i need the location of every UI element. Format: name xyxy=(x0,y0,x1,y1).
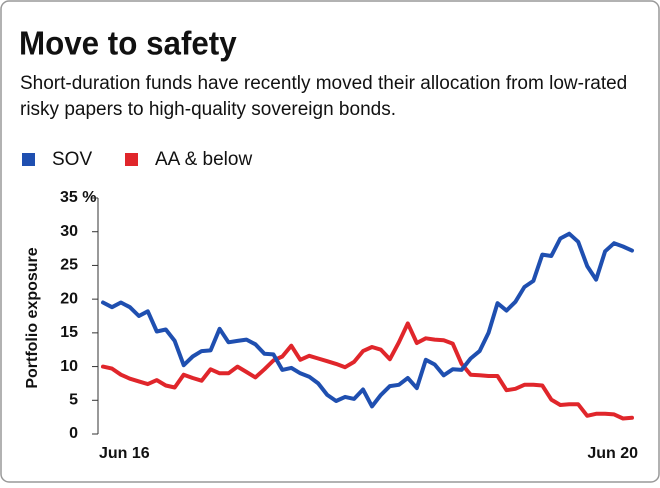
y-tick-label: 30 xyxy=(60,223,78,240)
y-tick-label: 35 % xyxy=(60,189,96,206)
chart-title: Move to safety xyxy=(19,25,237,62)
y-tick-label: 15 xyxy=(60,324,78,341)
subtitle: risky papers to high-quality sovereign b… xyxy=(20,99,396,120)
legend-swatch xyxy=(125,153,138,166)
legend-swatch xyxy=(22,153,35,166)
y-tick-label: 25 xyxy=(60,257,78,274)
x-tick-label: Jun 16 xyxy=(99,445,150,462)
legend-label: AA & below xyxy=(155,149,252,170)
subtitle: Short-duration funds have recently moved… xyxy=(20,73,627,94)
y-tick-label: 20 xyxy=(60,290,78,307)
legend-label: SOV xyxy=(52,149,92,170)
y-tick-label: 10 xyxy=(60,358,78,375)
y-axis-label: Portfolio exposure xyxy=(24,247,41,388)
y-tick-label: 0 xyxy=(69,425,78,442)
series-line xyxy=(101,321,634,421)
y-tick-label: 5 xyxy=(69,392,78,409)
series-line xyxy=(101,231,634,409)
x-tick-label: Jun 20 xyxy=(587,445,638,462)
